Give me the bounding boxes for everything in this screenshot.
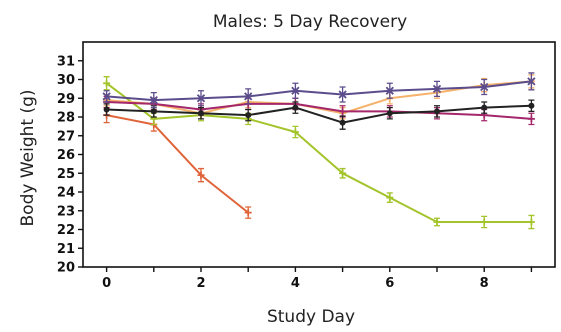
data-point — [292, 104, 299, 111]
data-point — [432, 84, 442, 94]
x-tick-label: 2 — [196, 276, 205, 291]
y-tick-label: 23 — [57, 204, 75, 219]
series-5 — [103, 99, 535, 130]
data-point — [339, 119, 346, 126]
y-tick-label: 31 — [57, 54, 75, 69]
data-point — [338, 90, 347, 99]
series-line — [105, 82, 532, 223]
data-point — [527, 115, 535, 123]
data-point — [103, 79, 111, 87]
data-point — [386, 110, 393, 117]
data-point — [386, 194, 394, 202]
data-point — [481, 104, 488, 111]
data-point — [433, 218, 441, 226]
data-point — [385, 86, 394, 95]
y-tick-label: 28 — [57, 111, 75, 126]
y-tick-label: 22 — [57, 223, 75, 238]
data-point — [528, 102, 535, 109]
chart-title: Males: 5 Day Recovery — [213, 12, 407, 32]
y-tick-label: 26 — [57, 148, 75, 163]
data-point — [527, 218, 535, 226]
data-point — [527, 77, 536, 86]
data-point — [245, 112, 252, 119]
data-point — [197, 171, 205, 179]
series-4 — [103, 95, 535, 126]
data-point — [149, 95, 158, 105]
x-tick-label: 4 — [291, 276, 300, 291]
data-point — [150, 108, 157, 115]
x-tick-label: 6 — [385, 276, 394, 291]
data-point — [102, 92, 111, 101]
y-tick-label: 21 — [57, 242, 75, 257]
y-tick-label: 20 — [57, 261, 75, 276]
data-point — [480, 218, 488, 226]
data-point — [244, 92, 253, 101]
series-6 — [102, 72, 536, 109]
data-point — [196, 94, 206, 103]
series-line — [106, 104, 532, 124]
data-point — [339, 169, 347, 177]
series-1 — [103, 106, 252, 219]
data-point — [291, 86, 300, 95]
data-point — [103, 106, 110, 113]
plot-frame — [82, 41, 556, 268]
data-point — [244, 209, 252, 217]
series-line — [106, 101, 532, 120]
data-point — [339, 107, 347, 115]
data-point — [291, 128, 299, 136]
series-line — [106, 114, 249, 214]
y-tick-label: 30 — [57, 73, 75, 88]
y-tick-label: 27 — [57, 129, 75, 144]
data-point — [480, 82, 489, 92]
y-tick-label: 24 — [57, 186, 75, 201]
y-tick-label: 29 — [57, 92, 75, 107]
x-axis-label: Study Day — [267, 307, 355, 327]
x-tick-label: 8 — [480, 276, 489, 291]
y-tick-label: 25 — [57, 167, 75, 182]
x-tick-label: 0 — [102, 276, 111, 291]
series-2 — [103, 76, 535, 230]
y-axis-label: Body Weight (g) — [18, 89, 38, 226]
data-point — [198, 110, 204, 117]
data-point — [434, 108, 440, 115]
series-line — [106, 80, 532, 102]
